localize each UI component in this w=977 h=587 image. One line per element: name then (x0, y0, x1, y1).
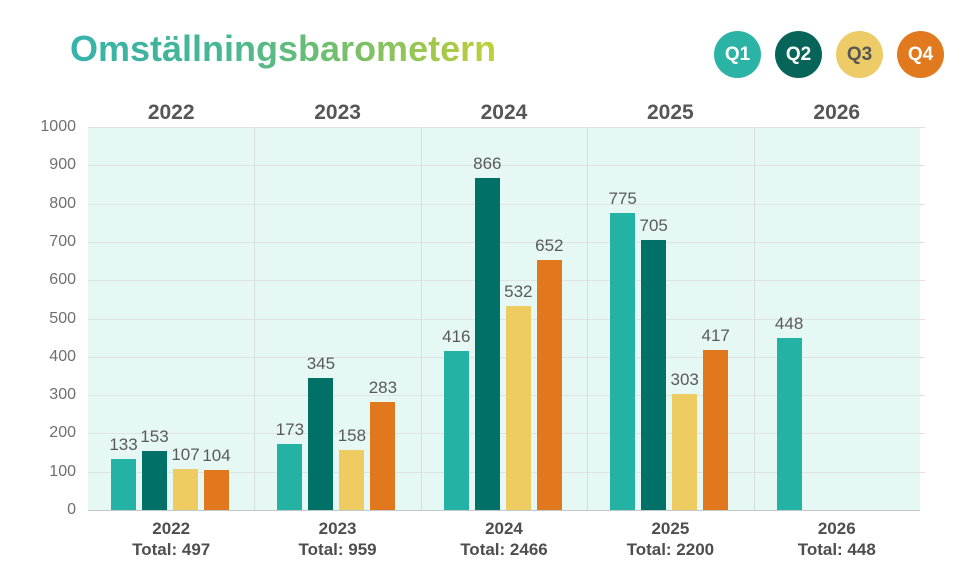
x-axis-total-label: Total: 2200 (626, 540, 715, 559)
year-header: 2026 (813, 101, 861, 124)
year-header-row: 2022 2023 2024 2025 2026 (88, 101, 920, 127)
bar-value-label: 345 (306, 353, 336, 373)
x-axis-total-label: Total: 959 (298, 540, 377, 559)
bar-value-label: 107 (171, 445, 200, 465)
year-header: 2025 (647, 101, 694, 124)
y-axis-tick-label: 600 (49, 271, 76, 289)
bar-2024-q1 (443, 350, 469, 510)
y-axis-tick-label: 100 (49, 462, 76, 480)
gridline (88, 127, 925, 128)
legend-badge-q3: Q3 (836, 31, 883, 78)
x-axis-category: 2022 Total: 497 (88, 518, 254, 561)
bar-value-label: 705 (639, 216, 668, 235)
bar-2022-q2 (142, 451, 167, 510)
bar-2022-q3 (173, 469, 198, 510)
chart-title: Omställningsbarometern (70, 28, 497, 69)
bar-2023-q3 (339, 449, 365, 510)
y-axis-tick-label: 700 (49, 232, 76, 250)
year-header: 2024 (480, 101, 528, 124)
bar-2024-q2 (474, 178, 500, 510)
x-axis-year-label: 2025 (651, 519, 690, 538)
bar-value-label: 416 (442, 326, 471, 346)
bar-value-label: 158 (337, 425, 367, 445)
gridline (88, 165, 925, 167)
quarter-legend: Q1 Q2 Q3 Q4 (714, 31, 944, 78)
bar-2024-q4 (536, 260, 562, 510)
bar-2025-q2 (641, 240, 667, 510)
y-axis-tick-label: 1000 (40, 118, 76, 135)
x-axis-year-label: 2026 (817, 519, 856, 538)
bar-2022-q4 (204, 470, 229, 510)
plot-area: 133 153 107 104 173 345 158 283 416 866 532 652 775 7… (88, 127, 925, 511)
x-axis-year-label: 2023 (318, 519, 357, 538)
bar-2026-q1 (776, 338, 802, 510)
legend-badge-q4: Q4 (897, 31, 944, 78)
bar-2024-q3 (505, 306, 531, 510)
y-axis-tick-label: 300 (49, 386, 76, 404)
x-axis-year-label: 2024 (485, 519, 523, 538)
bar-2025-q4 (703, 350, 729, 510)
x-axis-category: 2023 Total: 959 (254, 518, 420, 561)
bar-value-label: 173 (275, 419, 305, 439)
y-axis-tick-label: 500 (49, 309, 76, 327)
y-axis-tick-label: 900 (49, 156, 76, 174)
y-axis-tick-label: 0 (67, 501, 76, 518)
bar-value-label: 652 (535, 236, 564, 256)
bar-value-label: 866 (473, 154, 502, 174)
y-axis-tick-label: 400 (49, 347, 76, 365)
bar-value-label: 153 (140, 427, 169, 447)
y-axis-tick-label: 800 (49, 194, 76, 212)
bar-value-label: 532 (504, 282, 533, 302)
year-header: 2023 (314, 101, 361, 124)
bar-2023-q1 (277, 443, 303, 510)
x-axis-category: 2026 Total: 448 (754, 518, 920, 561)
x-axis-category: 2024 Total: 2466 (421, 518, 587, 561)
gridline (88, 203, 925, 205)
bar-value-label: 417 (701, 326, 730, 346)
year-divider (420, 127, 422, 510)
bar-2022-q1 (111, 459, 136, 510)
y-axis: 0 100 200 300 400 500 600 700 800 900 1000 (0, 119, 78, 518)
bar-2023-q2 (308, 377, 334, 510)
year-divider (587, 127, 589, 510)
bar-value-label: 303 (670, 369, 699, 389)
bar-value-label: 775 (608, 189, 637, 209)
legend-badge-q2: Q2 (775, 31, 822, 78)
x-axis-total-label: Total: 497 (132, 540, 211, 559)
bar-value-label: 448 (774, 314, 804, 334)
year-divider (753, 127, 755, 510)
gridline (88, 241, 925, 243)
bar-value-label: 283 (368, 377, 398, 397)
y-axis-tick-label: 200 (49, 424, 76, 442)
legend-badge-q1: Q1 (714, 31, 761, 78)
x-axis-total-label: Total: 2466 (460, 540, 548, 559)
year-header: 2022 (147, 101, 195, 124)
x-axis-category: 2025 Total: 2200 (587, 518, 753, 561)
year-divider (254, 127, 256, 510)
bar-2025-q1 (610, 213, 636, 510)
x-axis-labels: 2022 Total: 497 2023 Total: 959 2024 Total: 2… (88, 518, 920, 561)
bar-2025-q3 (672, 393, 698, 510)
gridline (88, 280, 925, 282)
bar-2023-q4 (370, 401, 396, 510)
bar-value-label: 133 (109, 435, 138, 455)
x-axis-total-label: Total: 448 (797, 540, 876, 559)
bar-value-label: 104 (202, 446, 231, 466)
x-axis-year-label: 2022 (152, 519, 191, 538)
